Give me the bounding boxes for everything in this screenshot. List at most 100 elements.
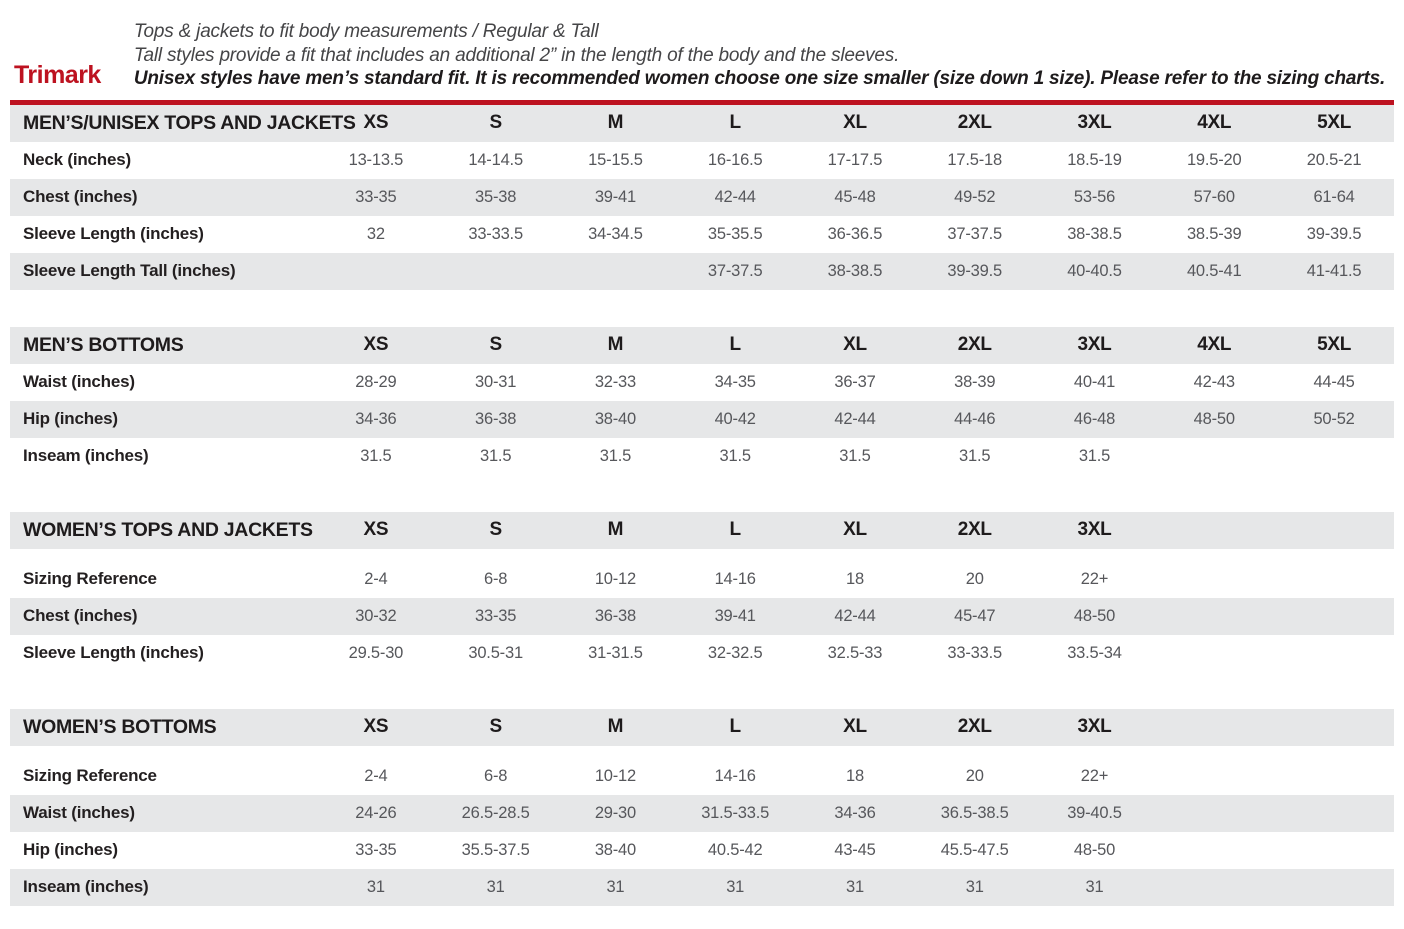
size-value-cell: 48-50 <box>1073 840 1116 859</box>
size-column-header: 4XL <box>1154 326 1275 364</box>
size-column-header: 2XL <box>914 326 1035 364</box>
table-row: Sizing Reference 2-4 6-8 10-12 14-16 18 20 22+ <box>10 751 1394 795</box>
table-row: Sleeve Length (inches) 32 33-33.5 34-34.5 35… <box>10 215 1394 253</box>
size-value-cell: 33-33.5 <box>947 643 1002 662</box>
table-row: Sleeve Length Tall (inches) 37-37.5 38-38.… <box>10 252 1394 290</box>
size-value-cell: 33-35 <box>355 187 397 206</box>
table-title: WOMEN’S TOPS AND JACKETS <box>10 511 316 561</box>
intro-line-unisex: Unisex styles have men’s standard fit. I… <box>133 68 1386 89</box>
size-value-cell: 29.5-30 <box>348 643 404 662</box>
size-table: MEN’S BOTTOMS XS S M L XL 2XL 3XL 4XL 5XL Waist (i… <box>10 326 1394 475</box>
size-value-cell: 31.5 <box>959 446 991 465</box>
size-value-cell: 17-17.5 <box>827 150 883 169</box>
size-column-header: L <box>675 326 796 364</box>
size-column-header: M <box>555 326 676 364</box>
size-value-cell: 2-4 <box>364 766 388 785</box>
size-value-cell: 46-48 <box>1073 409 1116 428</box>
size-value-cell: 36-37 <box>834 372 876 391</box>
row-label: Neck (inches) <box>23 150 131 169</box>
size-value-cell: 45.5-47.5 <box>940 840 1009 859</box>
size-column-header: M <box>555 511 676 561</box>
size-value-cell: 31 <box>965 877 984 896</box>
size-value-cell: 31-31.5 <box>588 643 643 662</box>
table-title: WOMEN’S BOTTOMS <box>10 708 316 758</box>
row-label: Sleeve Length (inches) <box>23 224 204 243</box>
size-value-cell: 14-14.5 <box>468 150 523 169</box>
row-label: Sizing Reference <box>23 766 157 785</box>
size-value-cell <box>556 253 676 290</box>
size-value-cell: 38-40 <box>594 409 637 428</box>
row-label: Hip (inches) <box>23 409 118 428</box>
intro-line-fit: Tops & jackets to fit body measurements … <box>133 21 599 42</box>
size-value-cell: 14-16 <box>714 569 756 588</box>
row-label: Waist (inches) <box>23 372 135 391</box>
size-value-cell: 40-41 <box>1073 372 1116 391</box>
size-column-header <box>1274 511 1394 561</box>
size-value-cell: 33-35 <box>475 606 517 625</box>
size-column-header: 3XL <box>1034 104 1155 142</box>
size-column-header: L <box>675 708 796 758</box>
size-value-cell: 44-45 <box>1313 372 1355 391</box>
size-value-cell: 36.5-38.5 <box>940 803 1009 822</box>
row-label: Sizing Reference <box>23 569 157 588</box>
size-value-cell: 10-12 <box>594 766 637 785</box>
size-column-header <box>1274 708 1394 758</box>
table-row: Inseam (inches) 31 31 31 31 31 31 31 <box>10 868 1394 906</box>
size-table: MEN’S/UNISEX TOPS AND JACKETS XS S M L XL 2XL 3… <box>10 104 1394 290</box>
table-row: Neck (inches) 13-13.5 14-14.5 15-15.5 16-16.… <box>10 141 1394 179</box>
size-value-cell: 33-33.5 <box>468 224 523 243</box>
size-column-header: XL <box>795 511 915 561</box>
row-label: Sleeve Length Tall (inches) <box>23 261 236 280</box>
size-value-cell <box>1274 869 1394 906</box>
size-value-cell: 44-46 <box>954 409 996 428</box>
size-value-cell: 37-37.5 <box>707 261 763 280</box>
size-value-cell: 28-29 <box>355 372 397 391</box>
size-value-cell: 40-40.5 <box>1067 261 1122 280</box>
size-value-cell: 20 <box>965 766 984 785</box>
size-column-header: 3XL <box>1034 511 1155 561</box>
intro-text-block: Tops & jackets to fit body measurements … <box>134 20 1394 91</box>
size-value-cell: 18 <box>845 569 864 588</box>
size-value-cell <box>1154 869 1274 906</box>
size-value-cell: 49-52 <box>954 187 996 206</box>
size-value-cell: 18 <box>845 766 864 785</box>
size-column-header: 2XL <box>914 708 1035 758</box>
size-column-header: 2XL <box>914 511 1035 561</box>
table-header-row: WOMEN’S TOPS AND JACKETS XS S M L XL 2XL 3XL <box>10 511 1394 561</box>
size-value-cell: 32 <box>366 224 385 243</box>
row-label: Chest (inches) <box>23 187 138 206</box>
size-column-header: 5XL <box>1274 104 1394 142</box>
size-value-cell: 57-60 <box>1193 187 1235 206</box>
size-value-cell: 33-35 <box>355 840 397 859</box>
size-column-header: S <box>435 708 556 758</box>
size-value-cell: 40.5-41 <box>1186 261 1242 280</box>
table-row: Waist (inches) 24-26 26.5-28.5 29-30 31.5-33… <box>10 794 1394 832</box>
size-value-cell: 38-38.5 <box>1067 224 1122 243</box>
size-value-cell: 45-48 <box>834 187 876 206</box>
size-value-cell <box>1274 832 1394 869</box>
size-value-cell: 40.5-42 <box>707 840 763 859</box>
size-value-cell: 13-13.5 <box>348 150 404 169</box>
size-value-cell: 31.5 <box>719 446 752 465</box>
size-column-header: XS <box>316 511 436 561</box>
size-value-cell: 42-43 <box>1193 372 1235 391</box>
size-value-cell: 31.5-33.5 <box>701 803 770 822</box>
size-value-cell: 34-36 <box>355 409 397 428</box>
size-column-header: L <box>675 104 796 142</box>
size-value-cell: 30-32 <box>355 606 397 625</box>
size-value-cell: 40-42 <box>714 409 756 428</box>
row-label: Waist (inches) <box>23 803 135 822</box>
size-column-header: XS <box>316 708 436 758</box>
table-title: MEN’S/UNISEX TOPS AND JACKETS <box>10 104 356 142</box>
size-value-cell: 6-8 <box>484 569 508 588</box>
size-value-cell: 31 <box>606 877 625 896</box>
size-column-header <box>1154 511 1275 561</box>
table-row: Inseam (inches) 31.5 31.5 31.5 31.5 31.5 31.5 3… <box>10 437 1394 475</box>
size-value-cell: 61-64 <box>1313 187 1355 206</box>
size-value-cell: 31 <box>366 877 385 896</box>
size-value-cell: 38-40 <box>594 840 637 859</box>
size-column-header: XL <box>795 708 915 758</box>
size-column-header: XL <box>795 104 915 142</box>
table-header-row: MEN’S/UNISEX TOPS AND JACKETS XS S M L XL 2XL 3… <box>10 104 1394 142</box>
size-value-cell: 42-44 <box>834 409 876 428</box>
